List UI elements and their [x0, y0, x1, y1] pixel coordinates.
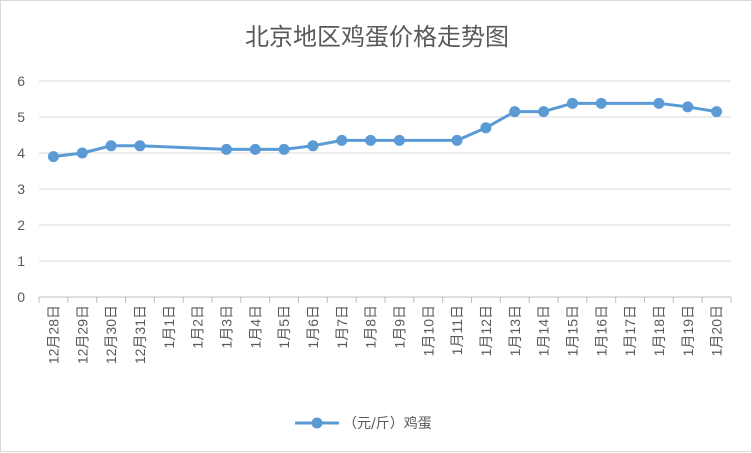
data-point: [711, 106, 723, 118]
x-tick-label: 1月3日: [218, 305, 234, 349]
x-tick-label: 1月4日: [247, 305, 263, 349]
data-point: [220, 143, 232, 155]
x-tick-label: 1月10日: [420, 305, 436, 356]
x-axis: 12月28日 12月29日 12月30日 12月31日 1月1日 1月2日 1月3日 1月4日…: [38, 297, 732, 364]
x-tick-label: 1月2日: [190, 305, 206, 349]
x-tick-label: 1月1日: [161, 305, 177, 349]
x-tick-label: 1月13日: [507, 305, 523, 356]
series-line: [53, 101, 717, 159]
data-point: [105, 140, 117, 152]
x-tick-label: 12月30日: [103, 305, 119, 364]
x-tick-label: 1月5日: [276, 305, 292, 349]
data-point: [393, 134, 405, 146]
x-tick-label: 1月14日: [536, 305, 552, 356]
x-tick-label: 1月16日: [593, 305, 609, 356]
y-tick-label: 3: [17, 181, 25, 197]
data-point: [682, 101, 694, 113]
x-tick-label: 12月29日: [74, 305, 90, 364]
y-tick-label: 0: [17, 289, 25, 305]
legend: （元/斤）鸡蛋: [295, 415, 432, 432]
data-point: [47, 151, 59, 163]
data-point: [566, 97, 578, 109]
legend-marker: [311, 417, 323, 429]
data-point: [653, 97, 665, 109]
y-axis-ticks: 0 1 2 3 4 5 6: [17, 73, 25, 305]
x-tick-label: 1月15日: [564, 305, 580, 356]
x-tick-label: 1月20日: [709, 305, 725, 356]
x-tick-label: 1月6日: [305, 305, 321, 349]
chart-title: 北京地区鸡蛋价格走势图: [245, 23, 509, 51]
data-point: [134, 140, 146, 152]
data-point: [480, 122, 492, 134]
data-point: [336, 134, 348, 146]
data-point: [595, 97, 607, 109]
data-point: [76, 147, 88, 159]
x-tick-label: 12月31日: [132, 305, 148, 364]
y-tick-label: 5: [17, 109, 25, 125]
data-point: [249, 143, 261, 155]
x-tick-label: 1月18日: [651, 305, 667, 356]
y-tick-label: 6: [17, 73, 25, 89]
legend-label: （元/斤）鸡蛋: [343, 415, 432, 432]
data-point: [365, 134, 377, 146]
x-tick-label: 1月19日: [680, 305, 696, 356]
series-layer: [47, 97, 723, 163]
data-point: [278, 143, 290, 155]
gridlines: [39, 80, 731, 298]
data-point: [538, 106, 550, 118]
x-tick-label: 1月12日: [478, 305, 494, 356]
x-tick-label: 12月28日: [45, 305, 61, 364]
y-tick-label: 2: [17, 217, 25, 233]
x-tick-label: 1月8日: [363, 305, 379, 349]
x-tick-label: 1月7日: [334, 305, 350, 349]
y-tick-label: 1: [17, 253, 25, 269]
x-tick-label: 1月9日: [391, 305, 407, 349]
data-point: [451, 134, 463, 146]
data-point: [509, 106, 521, 118]
y-tick-label: 4: [17, 145, 25, 161]
data-point: [307, 140, 319, 152]
x-tick-label: 1月11日: [449, 305, 465, 355]
x-tick-label: 1月17日: [622, 305, 638, 356]
